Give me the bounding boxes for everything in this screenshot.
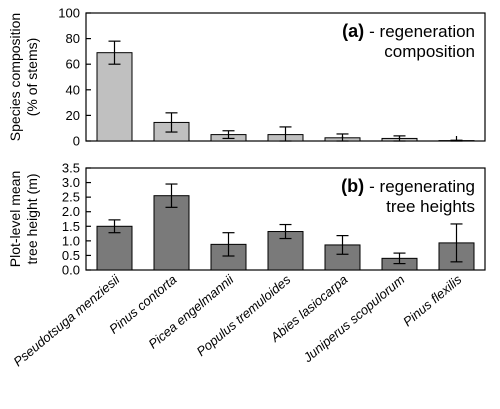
y-tick-label: 60 [66, 57, 80, 72]
y-tick-label: 1.5 [62, 219, 80, 234]
panel-tag: (a) [342, 21, 369, 41]
panel-label-line-2: tree heights [386, 197, 475, 216]
y-tick-label: 1.0 [62, 233, 80, 248]
y-tick-label: 2.0 [62, 204, 80, 219]
category-label: Juniperus scopulorum [300, 272, 408, 366]
panel-tag: (b) [341, 176, 369, 196]
y-axis-title-line: (% of stems) [24, 38, 40, 117]
y-axis-title: Species composition(% of stems) [7, 13, 40, 141]
panel-label-line: - regenerating [369, 177, 475, 196]
y-tick-label: 20 [66, 108, 80, 123]
y-tick-label: 0.0 [62, 263, 80, 278]
y-tick-label: 0 [73, 134, 80, 149]
y-tick-label: 3.5 [62, 161, 80, 176]
bar [153, 195, 190, 271]
y-tick-label: 100 [58, 6, 80, 21]
y-axis-title: Plot-level meantree height (m) [7, 171, 40, 268]
category-label: Pseudotsuga menziesii [10, 271, 123, 369]
panel-a-chart: 0 20 40 60 80 100 Species composition(% of ste… [7, 6, 486, 149]
y-tick-label: 0.5 [62, 248, 80, 263]
panel-label: (a) - regeneration [342, 21, 475, 41]
bar [96, 52, 133, 142]
y-tick-label: 2.5 [62, 190, 80, 205]
y-tick-label: 80 [66, 31, 80, 46]
y-axis-title-line: Plot-level mean [7, 171, 23, 268]
y-tick-label: 3.0 [62, 175, 80, 190]
y-tick-label: 40 [66, 82, 80, 97]
panel-label-line-2: composition [384, 42, 475, 61]
category-label: Pinus flexilis [400, 271, 465, 329]
bar [96, 225, 133, 271]
panel-label: (b) - regenerating [341, 176, 475, 196]
y-axis-title-line: Species composition [7, 13, 23, 141]
y-axis-title-line: tree height (m) [24, 173, 40, 264]
category-label: Populus tremuloides [194, 271, 294, 359]
panel-label-line: - regeneration [369, 22, 475, 41]
